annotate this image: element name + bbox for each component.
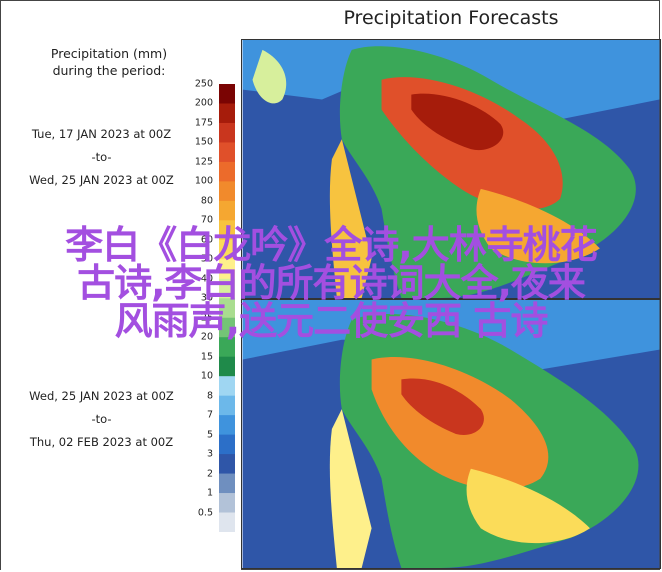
andes-strip <box>329 409 372 568</box>
colorbar-tick-label: 3 <box>206 448 213 460</box>
colorbar-tick-label: 100 <box>194 175 213 187</box>
colorbar-tick-label: 7 <box>206 409 213 421</box>
colorbar-segment <box>219 161 235 182</box>
map-panel-week1 <box>241 39 661 299</box>
colorbar-tick-label: 10 <box>200 370 213 382</box>
colorbar-segment <box>219 415 235 436</box>
colorbar-segment <box>219 356 235 377</box>
central-america <box>252 49 287 104</box>
colorbar-tick-label: 200 <box>194 97 213 109</box>
period-top: Tue, 17 JAN 2023 at 00Z -to- Wed, 25 JAN… <box>9 123 194 192</box>
colorbar-tick-label: 80 <box>200 195 213 207</box>
period-bottom-start: Wed, 25 JAN 2023 at 00Z <box>29 389 174 403</box>
colorbar-tick-label: 60 <box>200 234 213 246</box>
colorbar-segment <box>219 512 235 532</box>
overlay-line-3: 风雨声,送元二使安西 古诗 <box>114 299 549 343</box>
period-top-sep: -to- <box>91 150 112 164</box>
legend-panel: Precipitation (mm) during the period: Tu… <box>1 37 241 571</box>
colorbar-tick-label: 70 <box>200 214 213 226</box>
colorbar-tick-label: 1 <box>206 487 213 499</box>
colorbar-segment <box>219 103 235 124</box>
colorbar-segment <box>219 434 235 455</box>
colorbar-segment <box>219 298 235 319</box>
map-panel-week2 <box>241 299 661 569</box>
colorbar-segment <box>219 454 235 475</box>
colorbar-tick-label: 15 <box>200 351 213 363</box>
moderate-rain-southeast <box>476 188 600 264</box>
overlay-line-2: 古诗,李白的所有诗词大全,夜来 <box>77 261 586 305</box>
colorbar-segment <box>219 259 235 280</box>
extreme-rain-core <box>401 378 484 435</box>
colorbar-tick-label: 50 <box>200 253 213 265</box>
period-top-start: Tue, 17 JAN 2023 at 00Z <box>31 127 172 141</box>
colorbar-segment <box>219 181 235 202</box>
period-bottom: Wed, 25 JAN 2023 at 00Z -to- Thu, 02 FEB… <box>9 385 194 454</box>
ocean-band-north <box>242 40 660 120</box>
legend-heading-line2: during the period: <box>52 63 166 78</box>
colorbar-segment <box>219 376 235 397</box>
figure-title: Precipitation Forecasts <box>343 7 559 29</box>
colorbar-tick-label: 40 <box>200 273 213 285</box>
colorbar-tick-label: 20 <box>200 331 213 343</box>
colorbar-tick-label: 250 <box>194 78 213 90</box>
extreme-rain-core <box>411 93 504 151</box>
colorbar-segment <box>219 317 235 338</box>
overlay-watermark-text: 李白《白龙吟》全诗,大林寺桃花 古诗,李白的所有诗词大全,夜来 风雨声,送元二使… <box>0 226 662 340</box>
colorbar-segment <box>219 473 235 494</box>
colorbar-segment <box>219 337 235 358</box>
colorbar-tick-label: 30 <box>200 292 213 304</box>
colorbar-segment <box>219 220 235 241</box>
colorbar-tick-label: 150 <box>194 136 213 148</box>
colorbar-segment <box>219 493 235 514</box>
moderate-rain-southeast <box>466 468 590 544</box>
colorbar-tick-label: 5 <box>206 429 213 441</box>
colorbar-tick-label: 125 <box>194 156 213 168</box>
period-top-end: Wed, 25 JAN 2023 at 00Z <box>29 173 174 187</box>
legend-heading: Precipitation (mm) during the period: <box>19 45 199 79</box>
colorbar-segment <box>219 200 235 221</box>
colorbar-tick-label: 0.5 <box>197 507 213 519</box>
precipitation-colorbar <box>219 84 235 532</box>
colorbar-segment <box>219 142 235 163</box>
colorbar-segment <box>219 239 235 260</box>
colorbar-tick-label: 8 <box>206 390 213 402</box>
period-bottom-sep: -to- <box>91 412 112 426</box>
legend-heading-line1: Precipitation (mm) <box>50 46 168 61</box>
colorbar-segment <box>219 84 235 104</box>
colorbar-tick-label: 2 <box>206 468 213 480</box>
colorbar-tick-label: 175 <box>194 117 213 129</box>
colorbar-segment <box>219 395 235 416</box>
period-bottom-end: Thu, 02 FEB 2023 at 00Z <box>29 435 174 449</box>
colorbar-segment <box>219 278 235 299</box>
colorbar-tick-label: 25 <box>200 312 213 324</box>
colorbar-segment <box>219 122 235 143</box>
andes-strip <box>329 139 372 298</box>
overlay-line-1: 李白《白龙吟》全诗,大林寺桃花 <box>65 223 597 267</box>
